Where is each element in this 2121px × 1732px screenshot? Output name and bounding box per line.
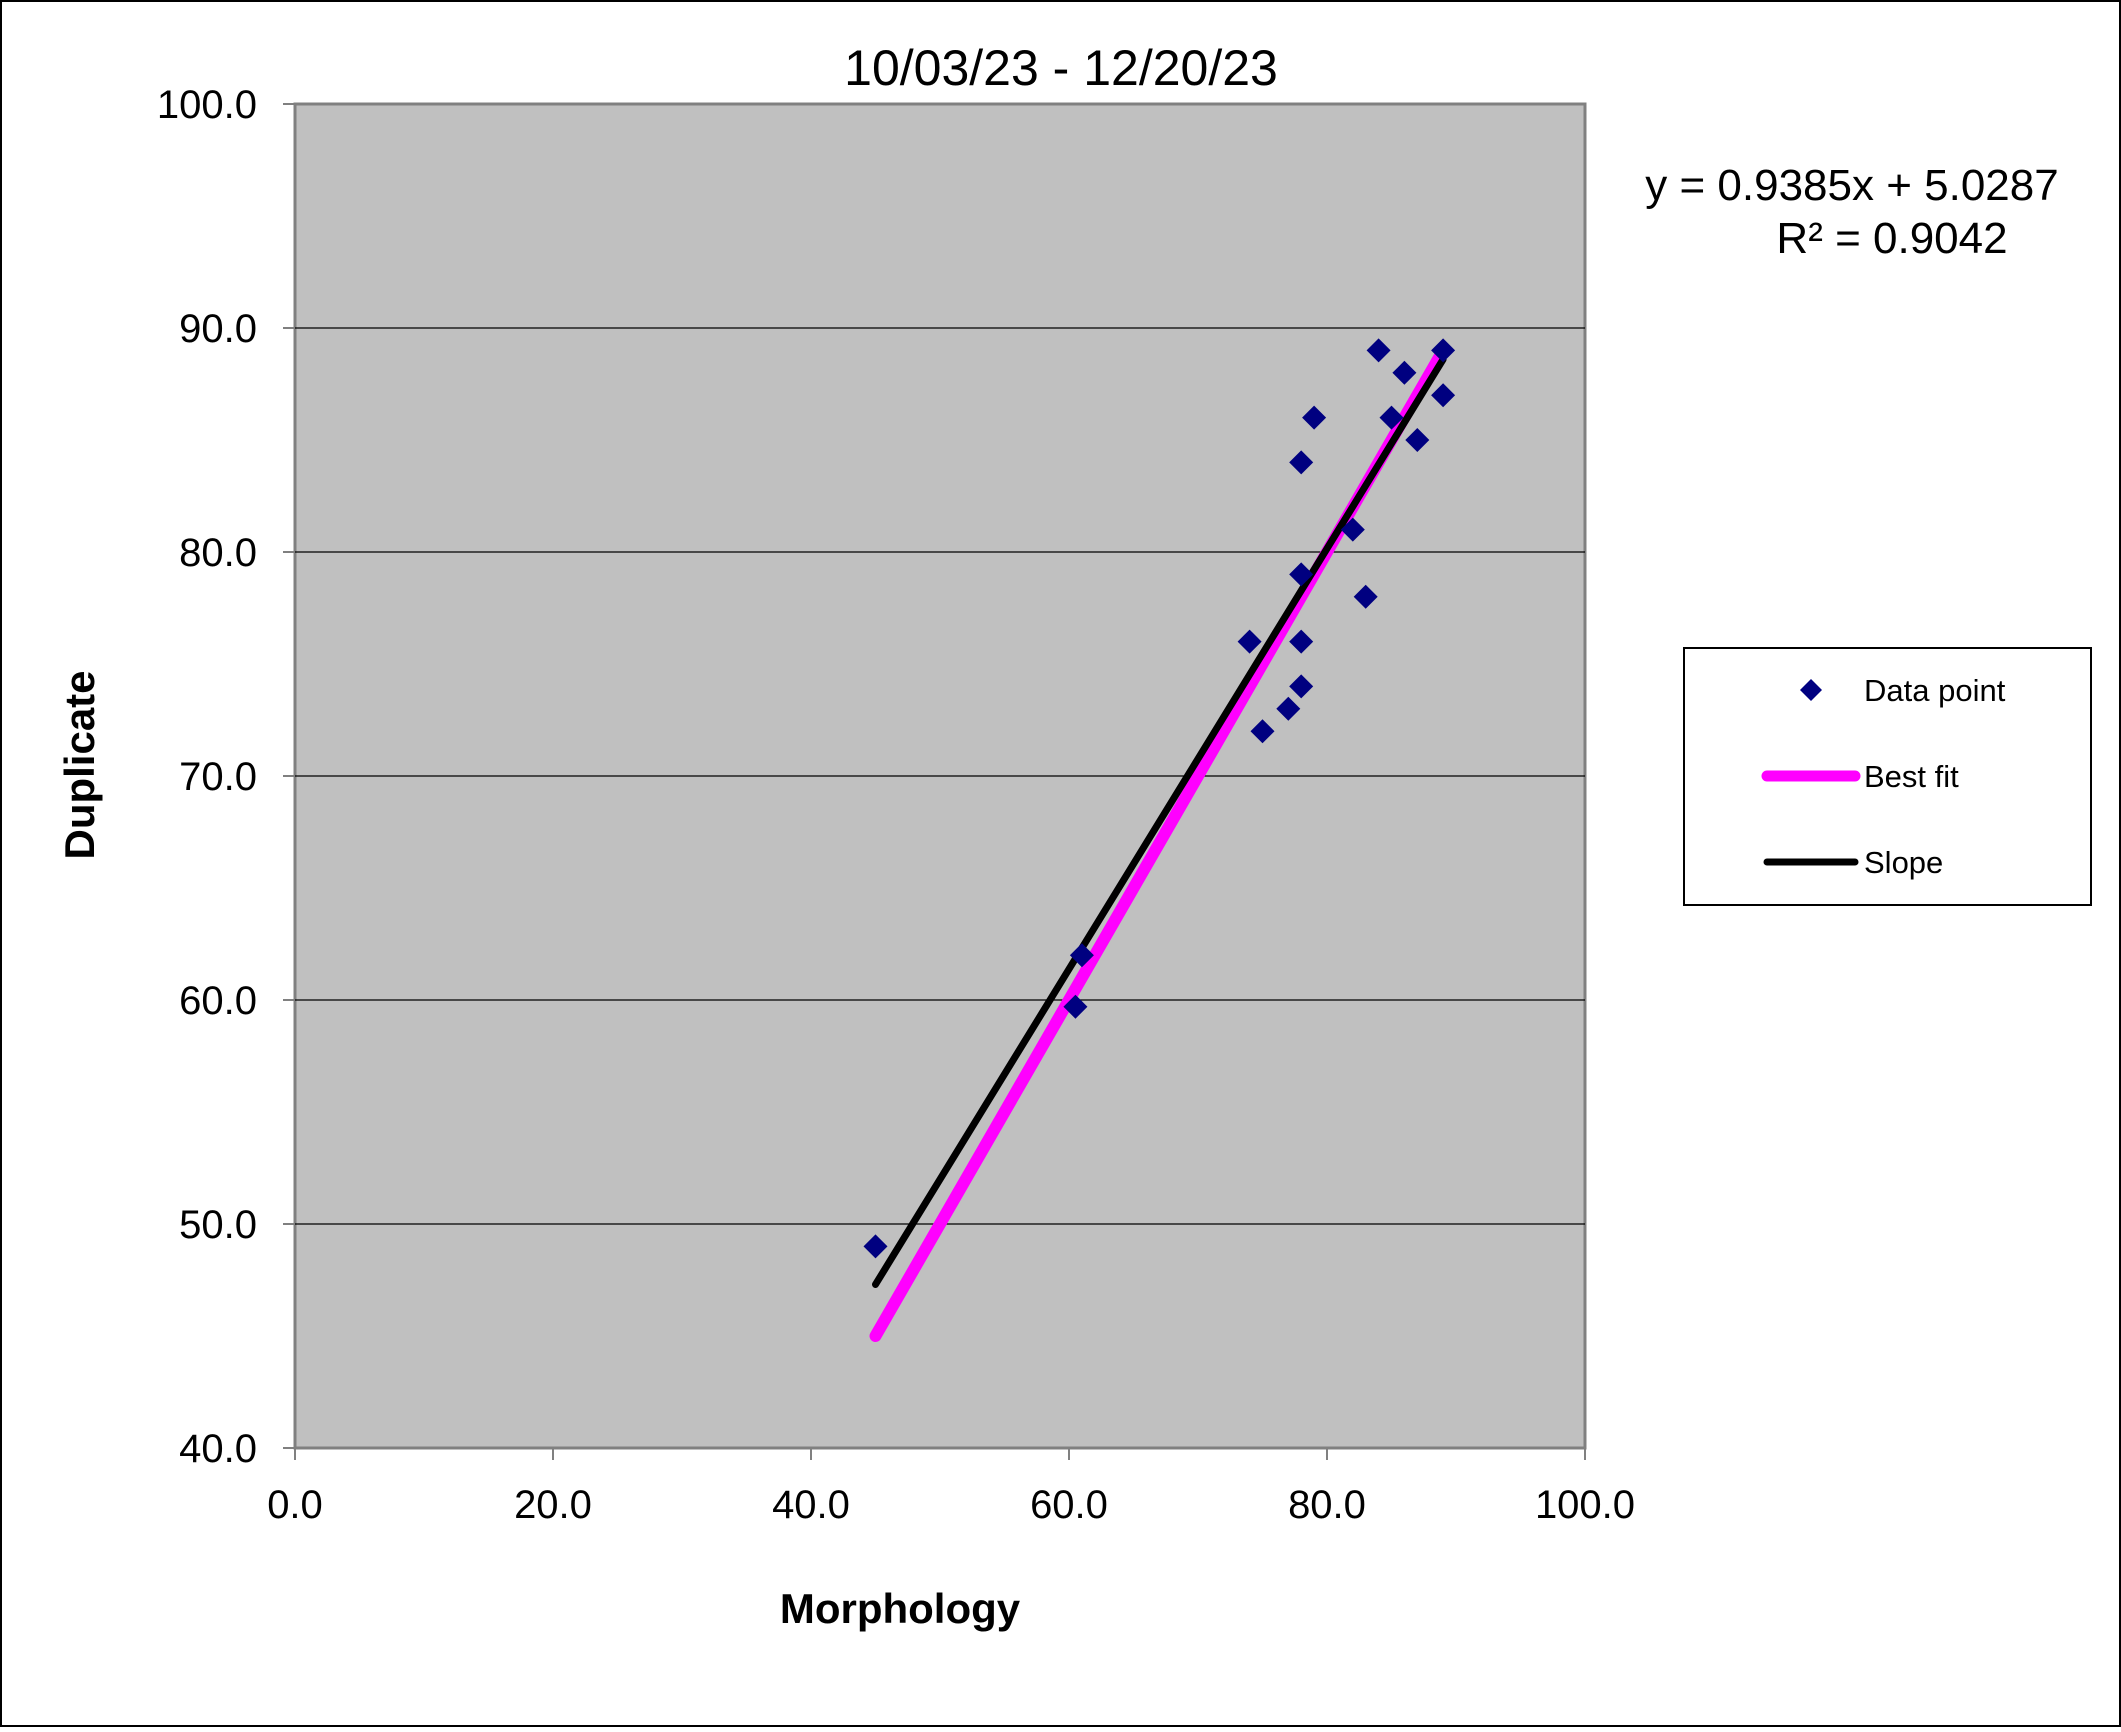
data-point [1340,517,1365,542]
regression-equation: y = 0.9385x + 5.0287 [1645,161,2058,210]
data-points [863,338,1456,1259]
y-tick-label: 70.0 [179,755,257,799]
x-tick-label: 0.0 [267,1483,323,1527]
data-point [1379,405,1404,430]
legend: Data point Best fit Slope [1683,647,2092,906]
y-tick-label: 50.0 [179,1203,257,1247]
legend-label-data-point: Data point [1864,673,2006,708]
data-point [1289,562,1314,587]
data-point [1289,674,1314,699]
data-point [863,1234,888,1259]
data-point [1431,338,1456,363]
x-tick-label: 60.0 [1030,1483,1108,1527]
data-point [1276,696,1301,721]
slope-line [872,355,1447,1288]
data-point [1250,719,1275,744]
data-point [1289,450,1314,475]
y-tick-label: 90.0 [179,307,257,351]
legend-label-best-fit: Best fit [1864,759,1959,794]
data-point [1069,943,1094,968]
chart-title: 10/03/23 - 12/20/23 [844,40,1278,96]
x-tick-label: 80.0 [1288,1483,1366,1527]
x-tick-labels: 0.0 20.0 40.0 60.0 80.0 100.0 [267,1483,1635,1527]
data-point [1063,994,1088,1019]
data-point [1289,629,1314,654]
y-tick-label: 100.0 [157,83,257,127]
legend-marker-data-point [1800,679,1822,701]
data-point [1237,629,1262,654]
x-tick-label: 100.0 [1535,1483,1635,1527]
y-axis-title: Duplicate [56,670,103,859]
gridlines [295,327,1585,1225]
x-tick-label: 40.0 [772,1483,850,1527]
x-tick-label: 20.0 [514,1483,592,1527]
data-point [1366,338,1391,363]
legend-label-slope: Slope [1864,845,1943,880]
x-axis-title: Morphology [780,1585,1021,1632]
data-point [1302,405,1327,430]
legend-items: Data point Best fit Slope [1761,673,2006,880]
trend-lines [869,344,1450,1342]
data-point [1392,360,1417,385]
r-squared-label: R² = 0.9042 [1776,214,2007,263]
axes [283,103,1586,1460]
data-point [1353,584,1378,609]
y-tick-labels: 40.0 50.0 60.0 70.0 80.0 90.0 100.0 [157,83,257,1471]
data-point [1405,428,1430,452]
y-tick-label: 40.0 [179,1427,257,1471]
y-tick-label: 80.0 [179,531,257,575]
data-point [1431,383,1456,408]
y-tick-label: 60.0 [179,979,257,1023]
legend-box [1683,647,2092,906]
